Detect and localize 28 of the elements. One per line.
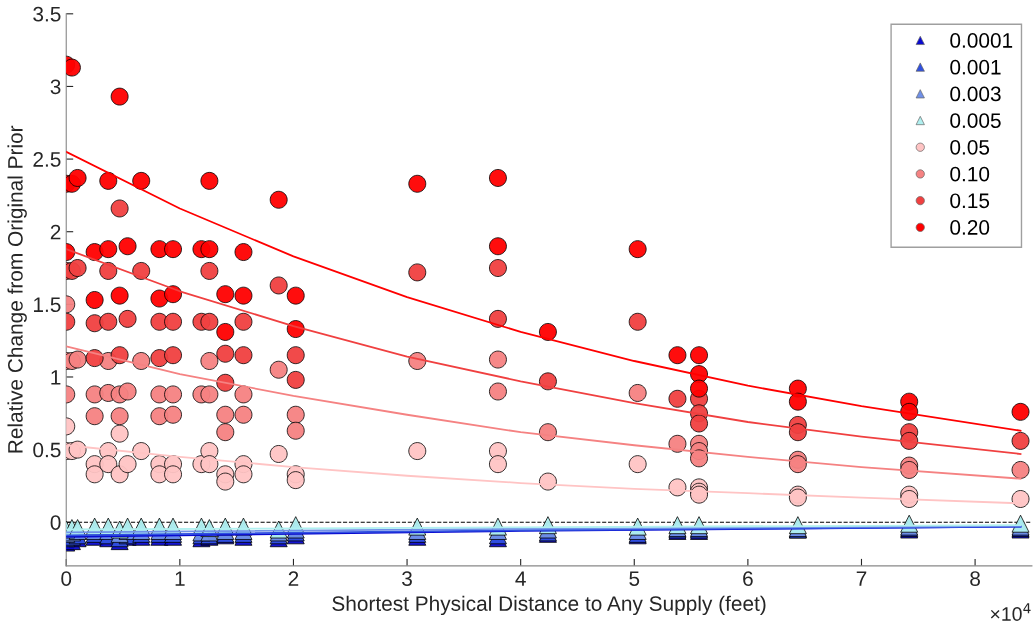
- legend-label: 0.0001: [950, 33, 1013, 48]
- legend-label: 0.10: [950, 166, 990, 182]
- legend-label: 0.005: [950, 113, 1001, 129]
- y-tick-label: 2: [50, 224, 61, 240]
- x-tick-label: 8: [970, 571, 980, 586]
- x-tick-label: 2: [288, 571, 299, 586]
- x-tick-label: 0: [61, 571, 72, 586]
- legend-label: 0.05: [950, 139, 990, 155]
- y-tick-label: 1: [51, 370, 61, 385]
- legend-label: 0.003: [950, 86, 1001, 102]
- legend-label: 0.15: [950, 193, 990, 209]
- y-tick-label: 1.5: [34, 297, 61, 313]
- x-tick-label: 4: [515, 571, 526, 586]
- y-tick-label: 3: [50, 79, 61, 95]
- legend-label: 0.001: [950, 59, 1001, 75]
- x-tick-label: 1: [175, 571, 185, 586]
- y-tick-label: 0: [50, 515, 61, 530]
- text: ×10$^{4}$: [990, 603, 1031, 621]
- x-tick-label: 6: [743, 571, 753, 586]
- x-tick-label: 7: [856, 571, 867, 586]
- y-tick-label: 0.5: [33, 442, 61, 458]
- y-tick-label: 2.5: [33, 152, 61, 167]
- y-tick-label: 3.5: [33, 6, 61, 22]
- y-axis-title: Relative Change from Original Prior: [7, 125, 27, 453]
- x-tick-label: 3: [402, 571, 412, 586]
- x-axis-title: Shortest Physical Distance to Any Supply (feet): [332, 595, 766, 616]
- x-tick-label: 5: [629, 571, 640, 586]
- legend-label: 0.20: [950, 220, 990, 235]
